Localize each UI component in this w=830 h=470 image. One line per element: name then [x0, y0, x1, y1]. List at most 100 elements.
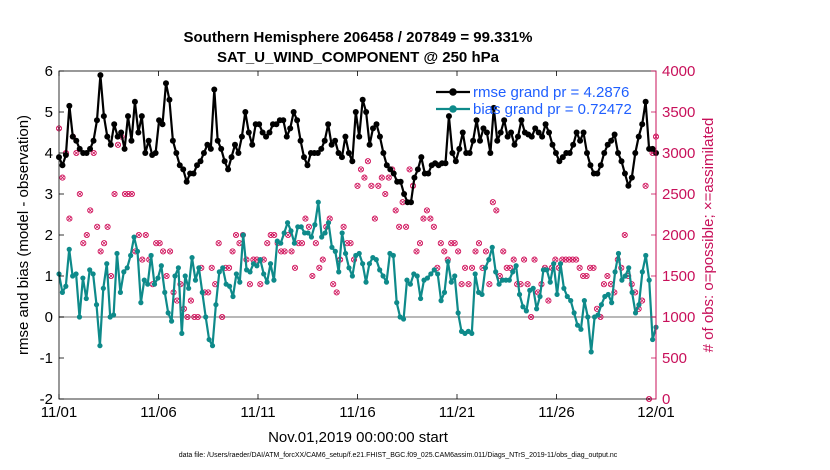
obs-possible-point [448, 240, 455, 247]
obs-possible-point [503, 264, 510, 271]
rmse-point [135, 129, 142, 136]
bias-point [319, 234, 325, 240]
bias-point [141, 277, 147, 283]
obs-assimilated-point [303, 216, 308, 221]
obs-assimilated-point [473, 249, 478, 254]
bias-point [312, 222, 318, 228]
obs-possible-point [90, 149, 97, 157]
obs-possible-point [507, 264, 514, 271]
obs-assimilated-point [594, 306, 600, 311]
bias-point [496, 281, 502, 287]
obs-possible-point [97, 248, 104, 255]
bias-point [196, 265, 202, 271]
rmse-point [376, 133, 383, 140]
bias-point [230, 293, 236, 300]
bias-point [629, 289, 635, 295]
bias-point [179, 330, 185, 336]
bias-point [339, 230, 345, 236]
obs-possible-point [403, 223, 410, 230]
obs-assimilated-point [233, 232, 239, 238]
obs-possible-point [482, 248, 489, 255]
obs-possible-point [580, 272, 587, 280]
rmse-point [111, 121, 118, 128]
obs-possible-point [302, 215, 309, 222]
obs-assimilated-point [591, 265, 596, 270]
obs-assimilated-point [91, 150, 96, 156]
bias-point [493, 269, 499, 275]
obs-possible-point [378, 174, 385, 181]
bias-point [377, 267, 383, 273]
obs-assimilated-point [258, 282, 263, 287]
bias-point [349, 273, 355, 279]
bias-point [247, 269, 253, 275]
obs-assimilated-point [511, 257, 516, 262]
bias-point [551, 261, 557, 267]
bias-point [431, 267, 437, 273]
obs-assimilated-point [438, 241, 443, 246]
obs-possible-point [187, 297, 194, 304]
obs-assimilated-point [605, 273, 610, 279]
rmse-point [473, 117, 480, 124]
obs-possible-point [232, 231, 240, 239]
obs-assimilated-point [601, 282, 607, 287]
obs-assimilated-point [400, 200, 405, 205]
obs-assimilated-point [95, 224, 100, 229]
bias-point [639, 269, 645, 275]
obs-possible-point [264, 240, 271, 247]
obs-assimilated-point [164, 273, 169, 279]
obs-possible-point [427, 215, 434, 222]
obs-assimilated-point [487, 282, 492, 287]
rmse-point [242, 109, 249, 115]
obs-possible-point [281, 248, 288, 255]
bias-point [418, 295, 424, 302]
rmse-point [73, 137, 80, 144]
rmse-point [256, 121, 263, 128]
bias-point [643, 252, 649, 259]
rmse-point [414, 166, 421, 173]
rmse-point [601, 150, 608, 156]
rmse-point [214, 137, 221, 144]
rmse-point [128, 137, 135, 144]
rmse-point [176, 162, 183, 169]
obs-possible-point [385, 174, 392, 181]
obs-assimilated-point [494, 208, 499, 213]
rmse-point [477, 137, 484, 144]
obs-possible-point [330, 281, 337, 288]
bias-point [220, 265, 226, 271]
obs-assimilated-point [74, 150, 79, 156]
y-right-tick-label: 0 [662, 391, 670, 408]
rmse-point [173, 150, 180, 156]
bias-point [93, 302, 100, 308]
obs-assimilated-point [306, 224, 311, 229]
obs-possible-point [531, 256, 538, 263]
bias-point [329, 244, 335, 250]
obs-assimilated-point [195, 314, 200, 320]
obs-possible-point [194, 313, 201, 321]
obs-possible-point [226, 264, 233, 271]
rmse-point [628, 174, 635, 181]
obs-assimilated-point [129, 191, 134, 197]
bias-point [557, 261, 564, 267]
bias-point [486, 257, 492, 263]
obs-assimilated-point [230, 249, 235, 254]
rmse-point [401, 191, 408, 197]
obs-assimilated-point [532, 257, 537, 262]
obs-possible-point [205, 289, 212, 296]
x-tick-label: 12/01 [637, 404, 675, 421]
bias-point [489, 244, 495, 250]
obs-assimilated-point [108, 273, 114, 279]
obs-assimilated-point [497, 273, 502, 279]
bias-point [162, 289, 168, 295]
obs-assimilated-point [525, 282, 530, 287]
rmse-point [314, 150, 321, 156]
bias-point [189, 254, 195, 261]
rmse-point [197, 158, 204, 165]
obs-possible-point [642, 182, 649, 189]
obs-possible-point [309, 272, 316, 280]
bias-point [383, 279, 390, 285]
bias-point [598, 302, 605, 308]
obs-possible-point [451, 240, 458, 247]
obs-assimilated-point [77, 191, 82, 197]
bias-point [182, 273, 188, 279]
obs-assimilated-point [247, 282, 252, 287]
